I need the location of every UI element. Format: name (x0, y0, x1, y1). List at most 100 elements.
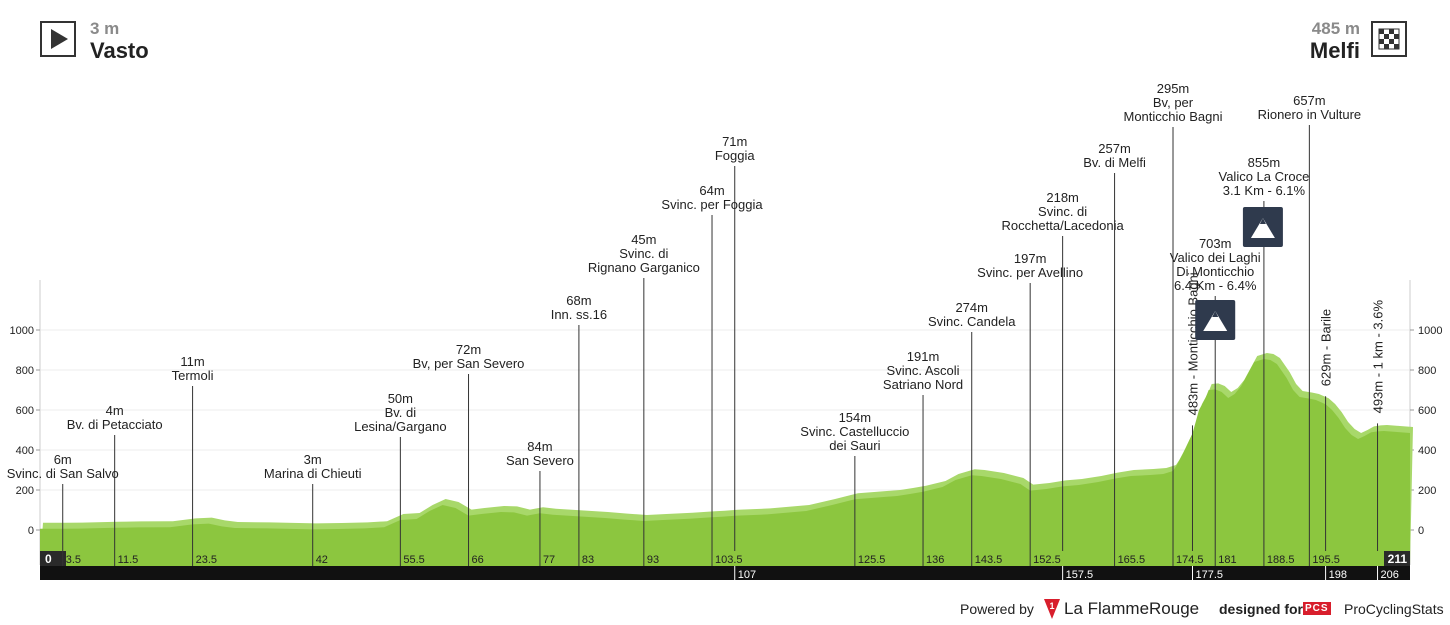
waypoint-name: Valico La Croce (1219, 169, 1310, 184)
waypoint-altitude: 45m (631, 232, 656, 247)
distance-mark-top: 174.5 (1176, 554, 1204, 566)
finish-altitude: 485 m (1311, 19, 1360, 38)
waypoint-name: Rignano Garganico (588, 260, 700, 275)
climb-markers (1195, 207, 1283, 340)
waypoint-altitude: 71m (722, 134, 747, 149)
y-tick-label-right: 800 (1418, 365, 1436, 377)
distance-mark-top: 3.5 (66, 554, 81, 566)
distance-mark-top: 181 (1218, 554, 1236, 566)
waypoint-name: Svinc. di San Salvo (7, 466, 119, 481)
start-name: Vasto (90, 38, 149, 63)
terrain-area (40, 359, 1410, 565)
waypoint-name: Svinc. Castelluccio (800, 424, 909, 439)
distance-mark-bottom: 177.5 (1195, 569, 1223, 581)
waypoint-name: Valico dei Laghi (1170, 250, 1261, 265)
waypoint-name: Inn. ss.16 (551, 307, 607, 322)
waypoint-name: 6.4 Km - 6.4% (1174, 278, 1257, 293)
distance-mark-top: 42 (316, 554, 328, 566)
waypoint-altitude: 6m (54, 452, 72, 467)
y-tick-label-left: 800 (16, 365, 34, 377)
waypoint-name: Bv, per San Severo (413, 356, 525, 371)
distance-mark-bottom: 157.5 (1066, 569, 1094, 581)
waypoint-altitude: 191m (907, 349, 940, 364)
terrain-profile (40, 353, 1413, 565)
mountain-icon (1242, 207, 1283, 247)
distance-bar: 0 3.5 11.5 23.5 42 55.5 66 77 83 93 103.5 125.5 136 1… (40, 551, 1410, 581)
waypoint-altitude: 68m (566, 293, 591, 308)
waypoint-name: Monticchio Bagni (1124, 109, 1223, 124)
distance-endpoint-badge (1384, 551, 1410, 566)
waypoint-altitude: 4m (106, 403, 124, 418)
distance-mark-top: 93 (647, 554, 659, 566)
distance-mark-top: 23.5 (196, 554, 217, 566)
distance-mark-top: 0 (45, 552, 52, 566)
waypoint-name: Svinc. di (1038, 204, 1087, 219)
mountain-icon-peak (1203, 311, 1228, 331)
waypoint-altitude: 64m (699, 183, 724, 198)
flamme-rouge-brand: La FlammeRouge (1064, 599, 1200, 618)
distance-bar-top (40, 551, 1410, 566)
waypoint-altitude: 274m (955, 300, 988, 315)
distance-mark-top: 188.5 (1267, 554, 1295, 566)
waypoint-name: dei Sauri (829, 438, 880, 453)
distance-mark-top: 195.5 (1312, 554, 1340, 566)
waypoint-altitude: 84m (527, 439, 552, 454)
waypoint-name: Lesina/Gargano (354, 419, 447, 434)
distance-mark-top: 11.5 (118, 554, 139, 566)
distance-mark-top: 66 (472, 554, 484, 566)
waypoint-name: Termoli (172, 368, 214, 383)
flame-rouge-logo-icon: 1 (1044, 599, 1060, 619)
y-tick-label-right: 200 (1418, 485, 1436, 497)
waypoint-name: Satriano Nord (883, 377, 963, 392)
y-tick-label-left: 400 (16, 445, 34, 457)
y-tick-label-left: 0 (28, 525, 34, 537)
vertical-waypoint-label: 493m - 1 km - 3.6% (1371, 300, 1386, 414)
y-tick-label-left: 600 (16, 405, 34, 417)
pcs-badge: PCS (1303, 602, 1331, 615)
distance-endpoint-badge (40, 551, 66, 566)
start-icon-box (40, 21, 76, 57)
waypoint-altitude: 855m (1248, 155, 1281, 170)
distance-mark-top: 77 (543, 554, 555, 566)
distance-mark-top: 152.5 (1033, 554, 1061, 566)
distance-bar-bottom (40, 566, 1410, 580)
distance-mark-top: 136 (926, 554, 944, 566)
y-tick-label-right: 0 (1418, 525, 1424, 537)
waypoint-name: Rocchetta/Lacedonia (1002, 218, 1125, 233)
distance-mark-top: 211 (1388, 552, 1408, 566)
waypoint-name: Rionero in Vulture (1258, 107, 1362, 122)
start-altitude: 3 m (90, 19, 120, 38)
waypoint-name: Foggia (715, 148, 756, 163)
y-axis-right: 0 200 400 600 800 1000 (1410, 325, 1442, 537)
play-icon (51, 29, 68, 49)
vertical-waypoint-label: 483m - Monticchio Bagni (1185, 272, 1200, 415)
waypoint-altitude: 3m (304, 452, 322, 467)
y-tick-label-left: 200 (16, 485, 34, 497)
waypoint-name: 3.1 Km - 6.1% (1223, 183, 1306, 198)
svg-text:1: 1 (1049, 601, 1054, 611)
waypoint-altitude: 295m (1157, 81, 1190, 96)
waypoint-altitude: 257m (1098, 141, 1131, 156)
waypoint-altitude: 154m (839, 410, 872, 425)
waypoint-lines (62, 125, 1379, 565)
waypoint-altitude: 11m (180, 354, 204, 369)
distance-mark-bottom: 206 (1381, 569, 1399, 581)
mountain-icon-snow (1259, 218, 1266, 224)
y-tick-label-left: 1000 (10, 325, 34, 337)
waypoint-name: Svinc. Candela (928, 314, 1016, 329)
designed-for-label: designed for (1219, 601, 1304, 617)
distance-mark-top: 165.5 (1118, 554, 1146, 566)
mountain-icon (1195, 300, 1236, 340)
waypoint-altitude: 197m (1014, 251, 1047, 266)
y-tick-label-right: 400 (1418, 445, 1436, 457)
waypoint-altitude: 72m (456, 342, 481, 357)
waypoint-name: Bv. di (385, 405, 417, 420)
waypoint-name: Bv. di Melfi (1083, 155, 1146, 170)
distance-mark-bottom: 198 (1329, 569, 1347, 581)
distance-mark-top: 125.5 (858, 554, 886, 566)
distance-mark-top: 83 (582, 554, 594, 566)
waypoint-name: Di Monticchio (1176, 264, 1254, 279)
powered-by-label: Powered by (960, 601, 1034, 617)
waypoint-name: Svinc. per Foggia (661, 197, 763, 212)
